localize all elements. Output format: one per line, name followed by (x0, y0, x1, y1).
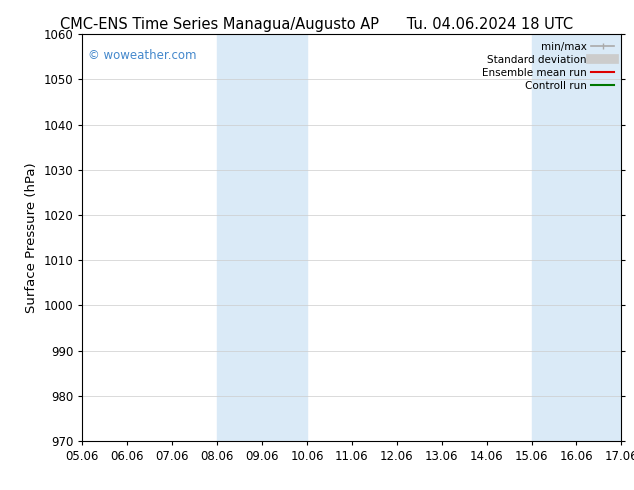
Bar (531, 34, 621, 441)
Text: CMC-ENS Time Series Managua/Augusto AP      Tu. 04.06.2024 18 UTC: CMC-ENS Time Series Managua/Augusto AP T… (60, 17, 574, 32)
Text: © woweather.com: © woweather.com (87, 49, 197, 62)
Bar (217, 34, 307, 441)
Y-axis label: Surface Pressure (hPa): Surface Pressure (hPa) (25, 162, 38, 313)
Legend: min/max, Standard deviation, Ensemble mean run, Controll run: min/max, Standard deviation, Ensemble me… (478, 37, 618, 95)
